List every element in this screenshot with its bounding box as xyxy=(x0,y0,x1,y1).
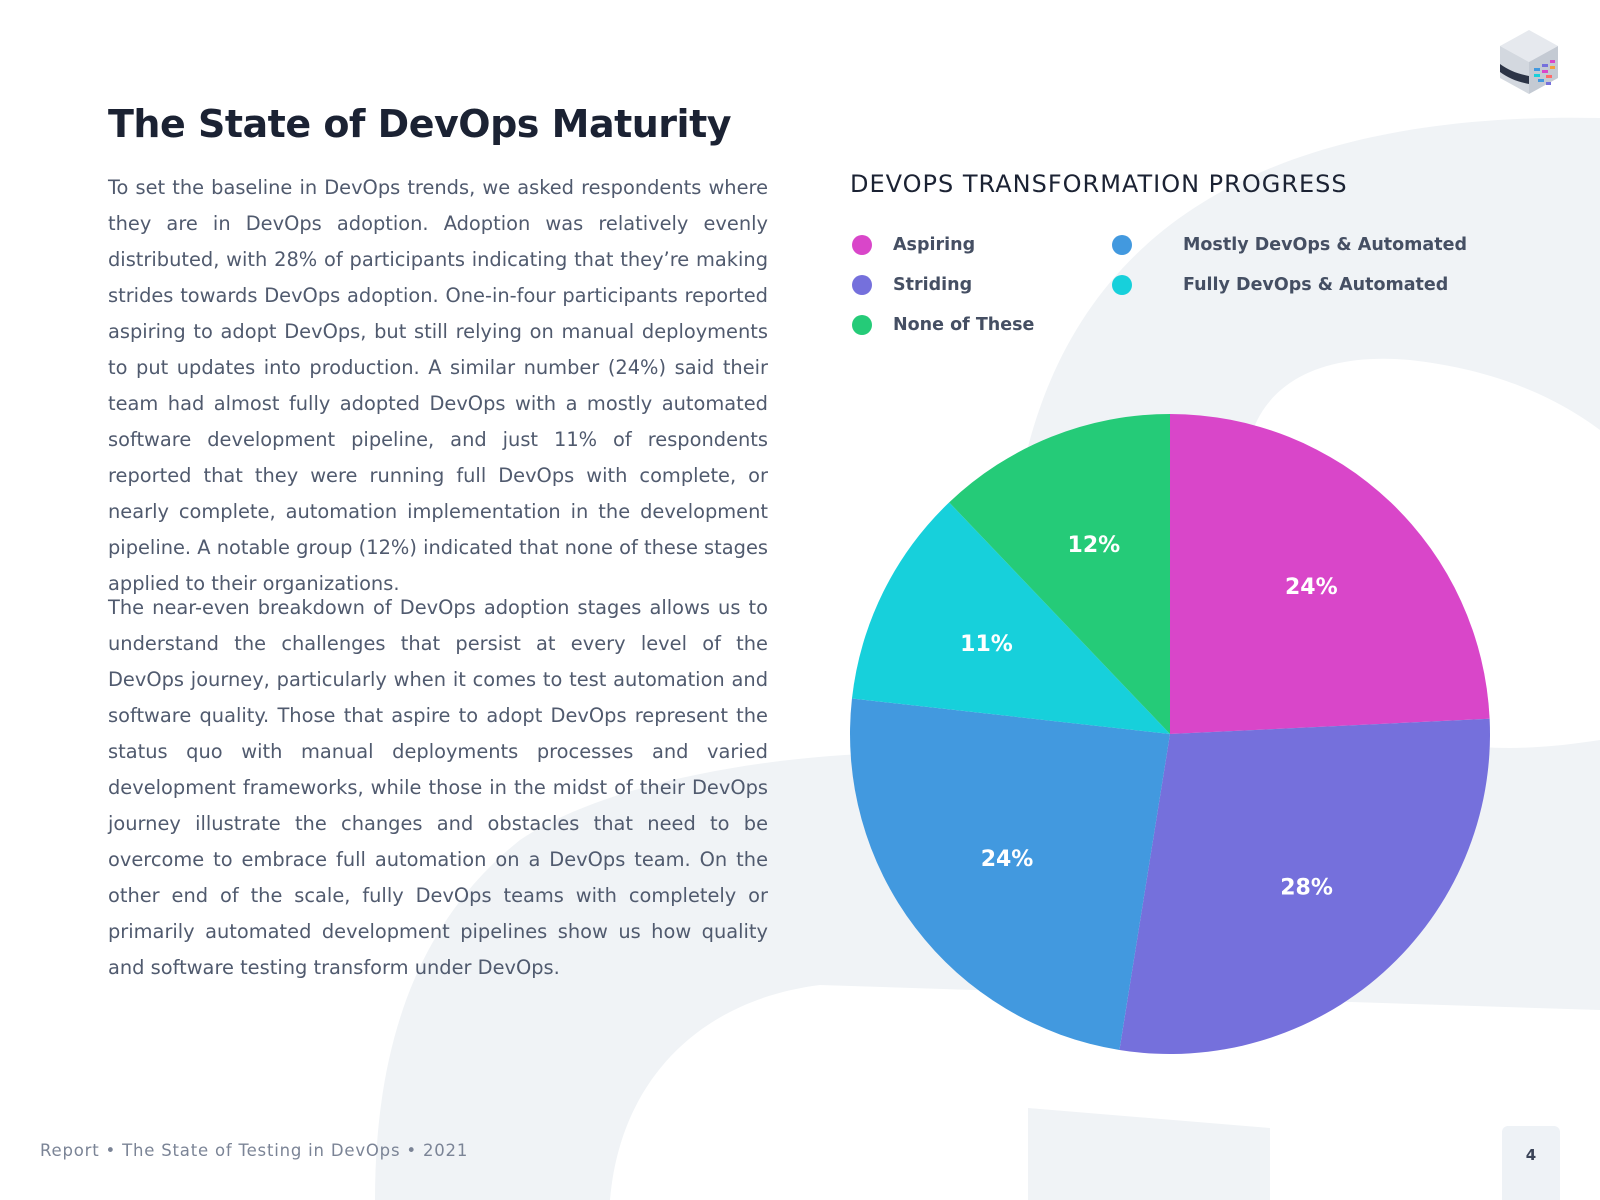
legend-dot-icon xyxy=(852,275,872,295)
legend-item-fully-devops: Fully DevOps & Automated xyxy=(1112,272,1448,298)
pie-slice-mostly-devops-automated xyxy=(850,698,1170,1050)
legend-dot-icon xyxy=(1112,275,1132,295)
analysis-paragraph: The near-even breakdown of DevOps adopti… xyxy=(108,596,768,979)
slice-label: 12% xyxy=(1068,533,1121,558)
legend-item-striding: Striding xyxy=(852,272,972,298)
legend-dot-icon xyxy=(1112,235,1132,255)
legend-label: Aspiring xyxy=(893,235,976,255)
legend-dot-icon xyxy=(852,315,872,335)
legend-label: Fully DevOps & Automated xyxy=(1183,275,1449,295)
intro-paragraph: To set the baseline in DevOps trends, we… xyxy=(108,176,768,595)
slice-label: 28% xyxy=(1280,876,1333,901)
chart-title: DEVOPS TRANSFORMATION PROGRESS xyxy=(850,170,1348,198)
pie-slice-none-of-these xyxy=(949,414,1170,734)
pie-slice-striding xyxy=(1119,718,1490,1054)
page-number-box: 4 xyxy=(1502,1126,1560,1200)
slice-label: 24% xyxy=(1285,575,1338,600)
brick-cube-logo-icon xyxy=(1500,30,1558,94)
page-number: 4 xyxy=(1525,1146,1537,1164)
pie-slice-aspiring xyxy=(1170,414,1490,734)
slice-label: 24% xyxy=(981,847,1034,872)
page-title: The State of DevOps Maturity xyxy=(108,102,732,146)
legend-item-none-of-these: None of These xyxy=(852,312,1034,338)
legend-item-aspiring: Aspiring xyxy=(852,232,975,258)
footer-text: Report • The State of Testing in DevOps … xyxy=(40,1141,469,1160)
legend-label: Striding xyxy=(893,275,973,295)
legend-label: Mostly DevOps & Automated xyxy=(1183,235,1467,255)
legend-label: None of These xyxy=(893,315,1035,335)
slice-label: 11% xyxy=(960,632,1013,657)
legend-dot-icon xyxy=(852,235,872,255)
pie-slice-fully-devops-automated xyxy=(851,502,1170,734)
legend-item-mostly-devops: Mostly DevOps & Automated xyxy=(1112,232,1467,258)
